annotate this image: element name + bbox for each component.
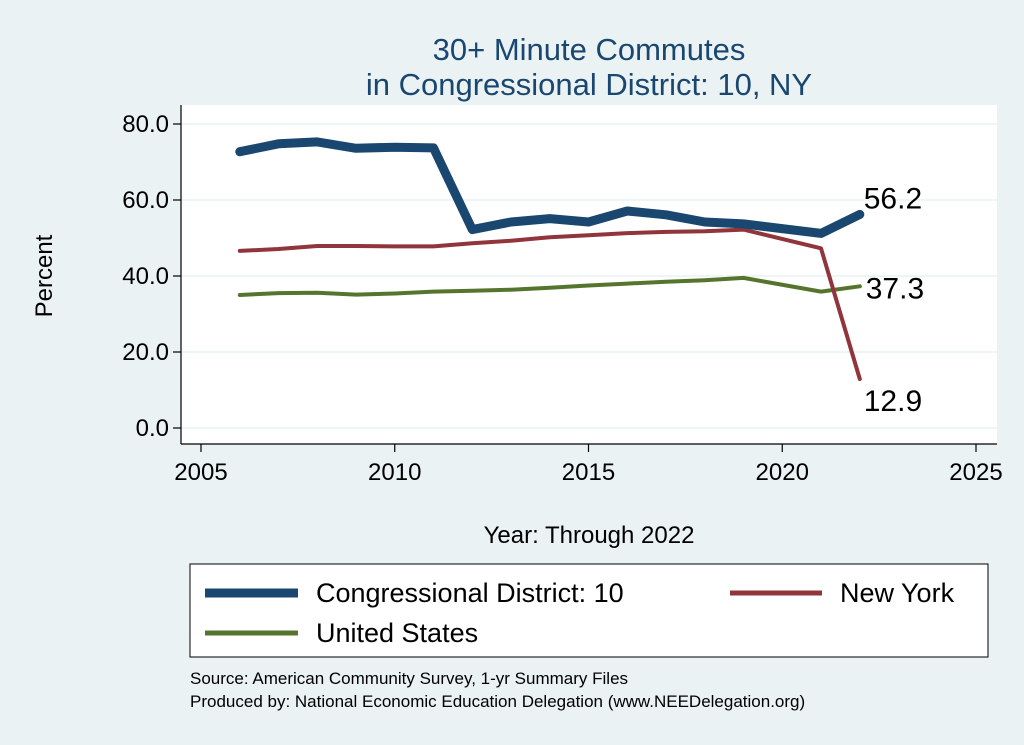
end-label-0: 56.2 — [864, 182, 922, 215]
legend-label-0: Congressional District: 10 — [316, 578, 624, 608]
x-tick-label: 2025 — [949, 459, 1002, 486]
legend-items: Congressional District: 10 New York United… — [205, 578, 955, 648]
series-line-1 — [237, 227, 862, 381]
x-tick-label: 2015 — [562, 459, 615, 486]
end-label-1: 12.9 — [864, 385, 922, 418]
legend-box — [189, 563, 989, 658]
legend-label-2: United States — [316, 618, 478, 648]
chart-title-line-2: in Congressional District: 10, NY — [366, 67, 812, 102]
x-tick-label: 2010 — [368, 459, 421, 486]
gridlines — [181, 123, 997, 429]
series-lines — [235, 137, 865, 381]
x-axis-ticks: 2005 2010 2015 2020 2025 — [174, 444, 1003, 486]
series-line-2 — [237, 275, 862, 297]
plot-area — [181, 105, 997, 444]
legend-label-1: New York — [840, 578, 955, 608]
y-tick-label: 20.0 — [122, 339, 169, 366]
y-axis-ticks: 0.0 20.0 40.0 60.0 80.0 — [122, 111, 181, 442]
y-tick-label: 80.0 — [122, 111, 169, 138]
x-tick-label: 2020 — [756, 459, 809, 486]
y-tick-label: 0.0 — [136, 415, 169, 442]
series-end-labels: 56.2 12.9 37.3 — [864, 182, 924, 418]
end-label-2: 37.3 — [866, 272, 924, 305]
y-axis-title: Percent — [31, 234, 58, 317]
y-tick-label: 40.0 — [122, 263, 169, 290]
produced-by-note: Produced by: National Economic Education… — [190, 692, 805, 711]
series-line-0 — [235, 137, 865, 238]
y-tick-label: 60.0 — [122, 187, 169, 214]
legend: Congressional District: 10 New York United… — [189, 563, 989, 658]
chart-title-line-1: 30+ Minute Commutes — [433, 32, 746, 67]
x-axis-title: Year: Through 2022 — [484, 522, 695, 549]
x-tick-label: 2005 — [174, 459, 227, 486]
source-note: Source: American Community Survey, 1-yr … — [190, 669, 628, 688]
